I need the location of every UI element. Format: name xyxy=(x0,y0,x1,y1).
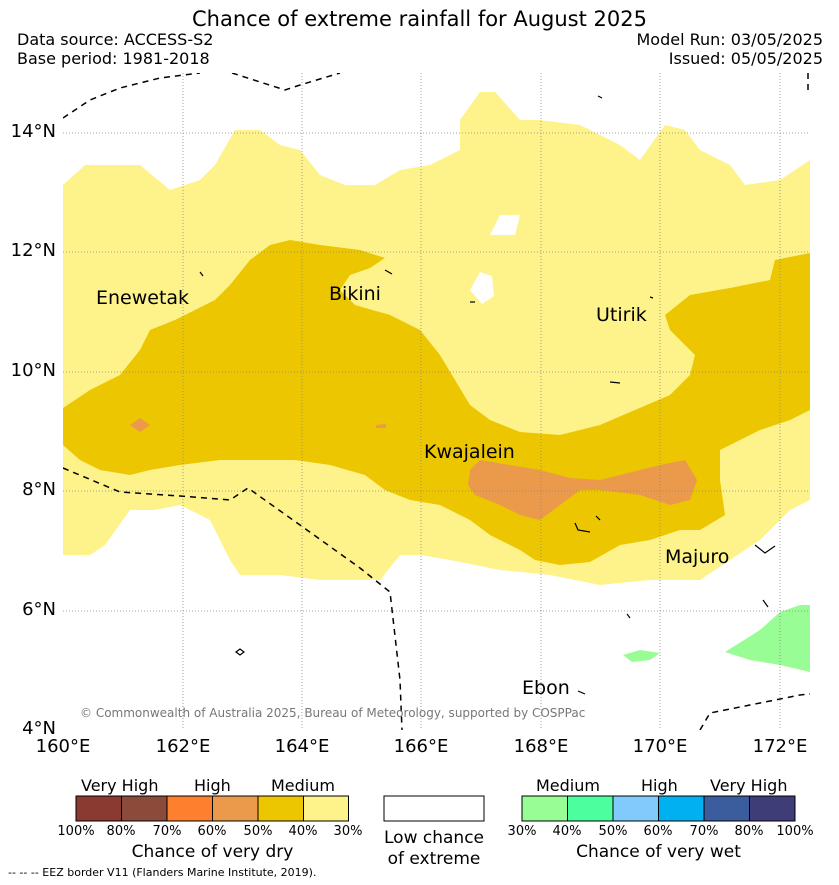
legend-wet-high: High xyxy=(641,776,678,795)
legend-dry-caption: Chance of very dry xyxy=(131,842,294,862)
model-run-text: Model Run: 03/05/2025 xyxy=(636,30,824,49)
legend-dry-pct-100: 100% xyxy=(57,824,95,839)
swatch-wet-50-60 xyxy=(612,795,659,822)
place-enewetak: Enewetak xyxy=(96,287,190,309)
legend-dry-pct-80: 80% xyxy=(106,824,136,839)
lat-tick-12n: 12°N xyxy=(10,240,56,261)
wet-medium-region xyxy=(725,605,810,672)
swatch-dry-70-60 xyxy=(166,795,213,822)
lat-tick-8n: 8°N xyxy=(22,479,56,500)
map-title: Chance of extreme rainfall for August 20… xyxy=(192,7,647,31)
lon-tick-172e: 172°E xyxy=(752,736,808,757)
swatch-dry-40-30 xyxy=(303,795,349,822)
swatch-dry-50-40 xyxy=(257,795,304,822)
swatch-wet-30-40 xyxy=(521,795,568,822)
swatch-wet-70-80 xyxy=(703,795,750,822)
lon-tick-160e: 160°E xyxy=(35,736,91,757)
legend-dry-medium: Medium xyxy=(271,776,335,795)
eez-footnote: -- -- -- EEZ border V11 (Flanders Marine… xyxy=(8,866,317,879)
legend-dry-high: High xyxy=(194,776,231,795)
place-utirik: Utirik xyxy=(596,304,647,326)
lon-tick-162e: 162°E xyxy=(155,736,211,757)
place-bikini: Bikini xyxy=(329,283,381,305)
header-right: Model Run: 03/05/2025 Issued: 05/05/2025 xyxy=(637,30,824,68)
legend-dry-pct-30: 30% xyxy=(333,824,363,839)
lon-tick-168e: 168°E xyxy=(513,736,569,757)
legend-wet-very-high: Very High xyxy=(710,776,788,795)
issued-text: Issued: 05/05/2025 xyxy=(668,49,823,68)
legend-wet-pct-70: 70% xyxy=(689,824,719,839)
wet-medium-spot xyxy=(623,650,660,662)
swatch-dry-60-50 xyxy=(212,795,259,822)
legend-wet-pct-100: 100% xyxy=(776,824,814,839)
legend-dry-very-high: Very High xyxy=(81,776,159,795)
swatch-wet-60-70 xyxy=(658,795,705,822)
copyright-notice: © Commonwealth of Australia 2025, Bureau… xyxy=(80,706,586,720)
place-kwajalein: Kwajalein xyxy=(424,441,515,463)
legend-low-caption: Low chance of extreme xyxy=(374,828,494,870)
data-source-text: Data source: ACCESS-S2 xyxy=(17,30,214,49)
lat-tick-14n: 14°N xyxy=(10,121,56,142)
legend-wet-caption: Chance of very wet xyxy=(576,842,741,862)
legend-wet-medium: Medium xyxy=(536,776,600,795)
legend-wet-bar xyxy=(521,795,796,822)
islands xyxy=(199,95,776,695)
place-majuro: Majuro xyxy=(665,546,730,568)
low-chance-hole xyxy=(470,272,494,304)
map-layers xyxy=(63,73,810,730)
lon-tick-170e: 170°E xyxy=(632,736,688,757)
place-ebon: Ebon xyxy=(522,677,570,699)
swatch-dry-100-80 xyxy=(75,795,122,822)
legend-low-caption-line2: of extreme xyxy=(387,849,481,869)
legend-wet-pct-50: 50% xyxy=(598,824,628,839)
dry-high-spot-2 xyxy=(376,424,386,428)
legend-dry-pct-60: 60% xyxy=(197,824,227,839)
legend-dry-pct-50: 50% xyxy=(243,824,273,839)
legend-dry-pct-70: 70% xyxy=(152,824,182,839)
legend-wet-pct-60: 60% xyxy=(643,824,673,839)
low-chance-patch xyxy=(490,215,520,235)
base-period-text: Base period: 1981-2018 xyxy=(17,49,210,68)
legend-wet-pct-80: 80% xyxy=(734,824,764,839)
legend-dry-pct-40: 40% xyxy=(288,824,318,839)
lat-tick-4n: 4°N xyxy=(22,718,56,739)
lon-tick-166e: 166°E xyxy=(393,736,449,757)
lon-tick-164e: 164°E xyxy=(274,736,330,757)
lat-tick-10n: 10°N xyxy=(10,360,56,381)
legend-low-caption-line1: Low chance xyxy=(384,828,484,848)
swatch-dry-80-70 xyxy=(121,795,168,822)
dry-high-spot xyxy=(130,418,150,432)
header-left: Data source: ACCESS-S2 Base period: 1981… xyxy=(17,30,213,68)
swatch-wet-40-50 xyxy=(567,795,614,822)
legend-wet-pct-40: 40% xyxy=(552,824,582,839)
legend-dry-bar xyxy=(75,795,349,822)
legend-wet-pct-30: 30% xyxy=(507,824,537,839)
dry-high-region xyxy=(468,460,697,520)
eez-border xyxy=(63,73,810,730)
legend-low-chance-swatch xyxy=(383,795,485,822)
lat-tick-6n: 6°N xyxy=(22,599,56,620)
swatch-wet-80-100 xyxy=(749,795,796,822)
